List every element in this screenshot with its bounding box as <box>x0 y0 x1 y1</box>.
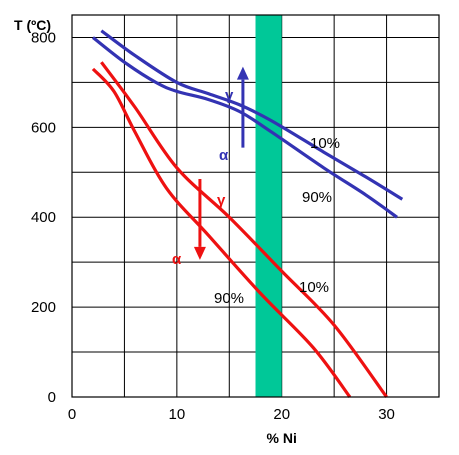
phase-label: α <box>172 251 182 268</box>
axes <box>71 14 440 398</box>
blue-arrow-head-icon <box>236 66 249 80</box>
series-label: 90% <box>214 290 244 307</box>
y-tick-label: 800 <box>31 29 56 46</box>
red-10-percent-line <box>100 61 388 398</box>
x-tick-label: 20 <box>273 406 290 423</box>
series-label: 90% <box>302 189 332 206</box>
y-tick-label: 600 <box>31 119 56 136</box>
series-label: 10% <box>310 135 340 152</box>
phase-label: γ <box>225 87 234 104</box>
plot-frame <box>71 14 440 398</box>
y-tick-label: 400 <box>31 209 56 226</box>
x-axis-title: % Ni <box>267 430 297 446</box>
y-tick-label: 200 <box>31 299 56 316</box>
nickel-composition-band <box>255 15 282 397</box>
y-tick-label: 0 <box>48 389 56 406</box>
phase-label: γ <box>217 192 226 209</box>
series-lines <box>91 29 404 398</box>
red-90-percent-line <box>91 67 352 398</box>
composition-band <box>255 15 282 397</box>
x-tick-label: 0 <box>68 406 76 423</box>
x-tick-label: 10 <box>169 406 186 423</box>
blue-90-percent-line <box>91 36 398 219</box>
blue-10-percent-line <box>100 29 404 201</box>
series-label: 10% <box>299 279 329 296</box>
red-arrow-head-icon <box>193 246 206 260</box>
x-tick-label: 30 <box>378 406 395 423</box>
phase-label: α <box>219 147 229 164</box>
y-axis-title: T (ºC) <box>14 17 51 33</box>
arrows <box>193 66 249 260</box>
